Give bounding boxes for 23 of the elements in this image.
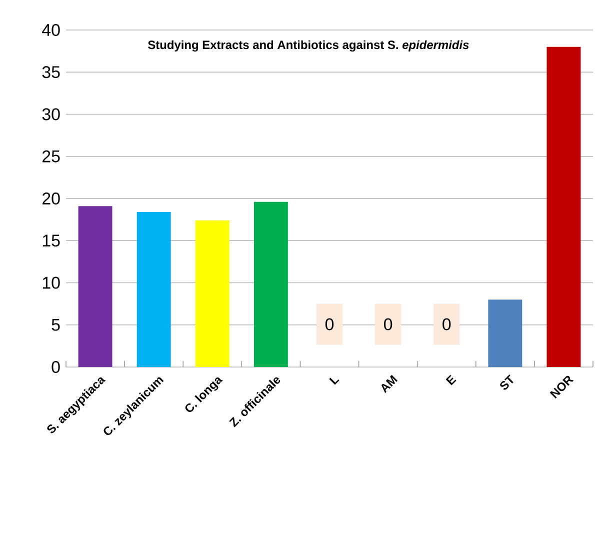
- bar: [195, 220, 230, 367]
- y-tick-label: 15: [42, 234, 60, 247]
- y-tick-label: 0: [52, 361, 60, 373]
- bar: [546, 46, 581, 367]
- bar: [488, 300, 522, 367]
- y-tick-label: 25: [42, 150, 60, 162]
- text: Studying Extracts and Antibiotics against S. epidermidis: [148, 40, 469, 52]
- y-tick-label: 30: [42, 108, 60, 120]
- bar: [254, 202, 288, 367]
- y-tick-label: 5: [52, 318, 60, 331]
- x-tick-label: L: [329, 378, 340, 385]
- y-tick-label: 20: [42, 192, 60, 204]
- data-label: 0: [384, 318, 392, 330]
- x-tick-label: ST: [500, 374, 514, 390]
- y-tick-label: 35: [42, 66, 60, 78]
- data-label: 0: [325, 318, 334, 330]
- x-tick-label: AM: [381, 374, 398, 394]
- y-tick-label: 40: [42, 24, 60, 36]
- x-tick-label: E: [446, 374, 456, 386]
- bar: [78, 206, 112, 367]
- y-tick-label: 10: [42, 276, 60, 289]
- data-label: 0: [442, 318, 451, 330]
- bar: [136, 212, 171, 367]
